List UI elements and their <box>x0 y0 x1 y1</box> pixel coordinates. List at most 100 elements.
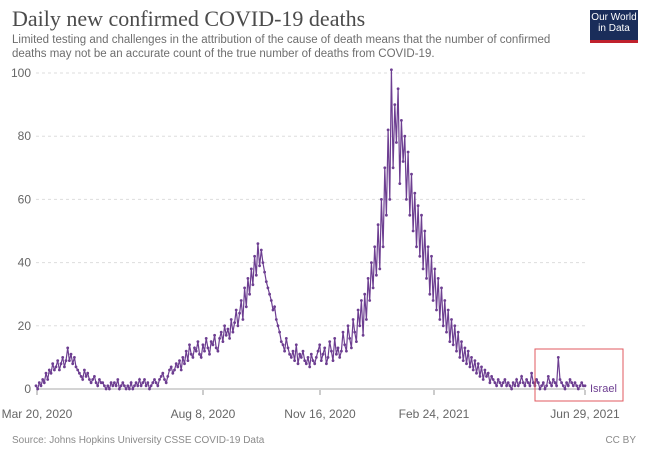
data-point[interactable] <box>198 352 201 356</box>
data-point[interactable] <box>566 384 570 388</box>
license-note[interactable]: CC BY <box>605 435 636 446</box>
data-point[interactable] <box>248 292 252 296</box>
data-point[interactable] <box>91 378 95 381</box>
data-point[interactable] <box>111 384 115 388</box>
data-point[interactable] <box>241 318 245 321</box>
data-point[interactable] <box>49 371 53 375</box>
data-point[interactable] <box>261 261 265 264</box>
data-point[interactable] <box>555 384 558 388</box>
data-point[interactable] <box>308 365 312 369</box>
data-point[interactable] <box>488 381 492 385</box>
data-point[interactable] <box>463 346 467 350</box>
data-point[interactable] <box>47 368 51 372</box>
data-point[interactable] <box>381 245 385 249</box>
data-point[interactable] <box>41 378 45 381</box>
data-point[interactable] <box>348 337 352 340</box>
data-point[interactable] <box>268 292 271 296</box>
data-point[interactable] <box>166 375 170 378</box>
data-point[interactable] <box>386 128 390 132</box>
data-point[interactable] <box>536 381 540 385</box>
data-point[interactable] <box>314 356 318 359</box>
data-point[interactable] <box>498 381 502 385</box>
data-point[interactable] <box>401 160 405 163</box>
data-point[interactable] <box>221 340 225 343</box>
data-point[interactable] <box>510 387 513 391</box>
data-point[interactable] <box>149 384 153 388</box>
data-point[interactable] <box>216 349 220 353</box>
data-point[interactable] <box>188 343 191 347</box>
data-point[interactable] <box>143 378 146 381</box>
data-point[interactable] <box>410 172 413 176</box>
data-point[interactable] <box>303 359 307 362</box>
data-point[interactable] <box>186 359 190 362</box>
data-point[interactable] <box>526 381 530 385</box>
data-point[interactable] <box>418 254 422 258</box>
data-point[interactable] <box>360 299 363 302</box>
data-point[interactable] <box>179 368 183 372</box>
data-point[interactable] <box>546 375 550 378</box>
data-point[interactable] <box>174 362 178 366</box>
data-point[interactable] <box>54 365 58 369</box>
data-point[interactable] <box>101 381 105 385</box>
owid-logo[interactable]: Our World in Data <box>590 10 638 43</box>
data-point[interactable] <box>68 359 71 362</box>
data-point[interactable] <box>246 277 250 280</box>
data-point[interactable] <box>538 387 542 391</box>
data-point[interactable] <box>458 356 462 359</box>
data-point[interactable] <box>408 213 412 217</box>
data-point[interactable] <box>163 378 166 381</box>
data-point[interactable] <box>453 324 457 328</box>
data-point[interactable] <box>153 378 156 381</box>
data-point[interactable] <box>365 318 368 321</box>
data-point[interactable] <box>443 299 447 302</box>
data-point[interactable] <box>96 384 100 388</box>
data-point[interactable] <box>126 384 130 388</box>
data-point[interactable] <box>483 368 487 372</box>
data-point[interactable] <box>189 352 193 356</box>
data-point[interactable] <box>244 305 248 309</box>
data-point[interactable] <box>129 381 133 385</box>
data-point[interactable] <box>380 198 383 201</box>
data-point[interactable] <box>436 277 440 280</box>
data-point[interactable] <box>553 381 557 385</box>
data-point[interactable] <box>53 368 56 372</box>
data-point[interactable] <box>338 356 342 359</box>
data-point[interactable] <box>326 356 330 359</box>
data-point[interactable] <box>76 368 80 372</box>
data-point[interactable] <box>138 378 141 381</box>
data-point[interactable] <box>521 381 525 385</box>
data-point[interactable] <box>73 356 76 359</box>
data-point[interactable] <box>318 343 322 347</box>
data-point[interactable] <box>119 384 123 388</box>
data-point[interactable] <box>288 352 291 356</box>
data-point[interactable] <box>58 368 61 372</box>
data-point[interactable] <box>491 378 495 381</box>
data-point[interactable] <box>560 381 563 385</box>
data-point[interactable] <box>406 150 410 154</box>
data-point[interactable] <box>416 204 420 208</box>
data-point[interactable] <box>228 337 232 340</box>
data-point[interactable] <box>123 384 126 388</box>
data-point[interactable] <box>299 356 303 359</box>
data-point[interactable] <box>573 381 577 385</box>
data-point[interactable] <box>478 375 482 378</box>
data-point[interactable] <box>345 349 348 353</box>
data-point[interactable] <box>164 381 168 385</box>
data-point[interactable] <box>83 368 86 372</box>
data-point[interactable] <box>44 371 48 375</box>
data-point[interactable] <box>456 330 460 334</box>
data-point[interactable] <box>289 356 293 359</box>
data-point[interactable] <box>490 375 493 378</box>
data-point[interactable] <box>191 356 195 359</box>
data-point[interactable] <box>243 286 247 290</box>
data-point[interactable] <box>263 270 266 274</box>
data-point[interactable] <box>511 381 515 385</box>
data-point[interactable] <box>523 384 527 388</box>
data-point[interactable] <box>506 381 510 385</box>
data-point[interactable] <box>415 245 418 249</box>
data-point[interactable] <box>118 387 121 391</box>
data-point[interactable] <box>61 356 65 359</box>
data-point[interactable] <box>375 273 378 277</box>
data-point[interactable] <box>127 387 131 391</box>
data-point[interactable] <box>411 229 415 233</box>
